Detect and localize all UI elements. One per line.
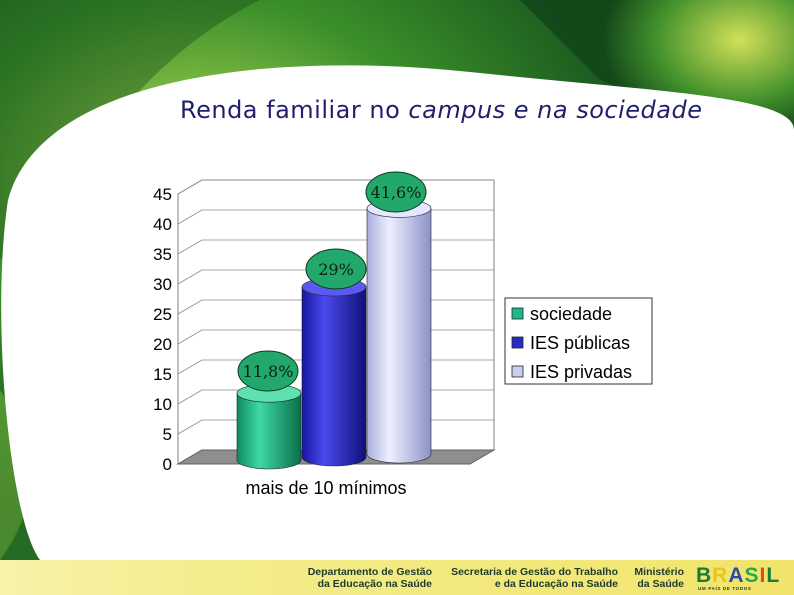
legend-swatch [511,336,524,349]
value-label-2: 41,6% [365,171,427,213]
value-bubble [305,248,367,290]
footer-secretariat: Secretaria de Gestão do Trabalho e da Ed… [436,566,618,590]
value-label-text: 11,8% [243,362,294,381]
value-label-1: 29% [305,248,367,290]
svg-text:BRASIL: BRASIL [696,564,780,587]
legend-swatch [511,307,524,320]
legend-box [504,297,653,385]
bar-body [301,286,367,467]
brasil-logo-tagline: UM PAÍS DE TODOS [698,584,752,591]
slide-title: Renda familiar no campus e na sociedade [180,96,703,124]
y-tick-labels: 0 5 10 15 20 25 30 35 40 45 [153,185,172,474]
y-tick-label: 35 [153,245,172,264]
footer-ministry-line1: Ministério [634,566,684,578]
footer-ministry: Ministério da Saúde [622,566,684,590]
legend-label: IES privadas [530,362,632,382]
y-tick-label: 15 [153,365,172,384]
footer-secretariat-line2: e da Educação na Saúde [494,578,618,590]
value-bubble [237,350,299,392]
y-tick-label: 0 [163,455,172,474]
bar-ies-privadas [366,199,432,464]
y-tick-label: 20 [153,335,172,354]
legend-label: IES públicas [530,333,630,353]
legend-swatch [511,365,524,378]
bar-ies-públicas [301,277,367,467]
value-label-text: 29% [318,260,354,279]
legend-label: sociedade [530,304,612,324]
value-bubble [365,171,427,213]
chart-legend: sociedade IES públicas IES privadas [504,297,653,385]
y-tick-label: 10 [153,395,172,414]
y-tick-label: 30 [153,275,172,294]
x-category-label: mais de 10 mínimos [245,478,406,498]
value-annotations: 11,8% 29% 41,6% [237,171,427,392]
y-tick-label: 45 [153,185,172,204]
footer-secretariat-line1: Secretaria de Gestão do Trabalho [451,566,618,578]
bar-body [236,392,302,470]
y-tick-label: 25 [153,305,172,324]
footer-ministry-line2: da Saúde [637,578,684,590]
footer-department: Departamento de Gestão da Educação na Sa… [290,566,432,590]
value-label-0: 11,8% [237,350,299,392]
x-category-labels: mais de 10 mínimos [245,478,406,498]
y-tick-label: 40 [153,215,172,234]
footer-department-line2: da Educação na Saúde [317,578,432,590]
bar-body [366,208,432,464]
y-tick-label: 5 [163,425,172,444]
value-label-text: 41,6% [371,183,422,202]
slide-title-italic: campus e na sociedade [408,96,703,124]
bar-sociedade [236,383,302,470]
brasil-logo: BRASIL UM PAÍS DE TODOS [696,564,780,591]
footer-department-line1: Departamento de Gestão [307,566,432,578]
footer-bar: Departamento de Gestão da Educação na Sa… [0,560,794,595]
